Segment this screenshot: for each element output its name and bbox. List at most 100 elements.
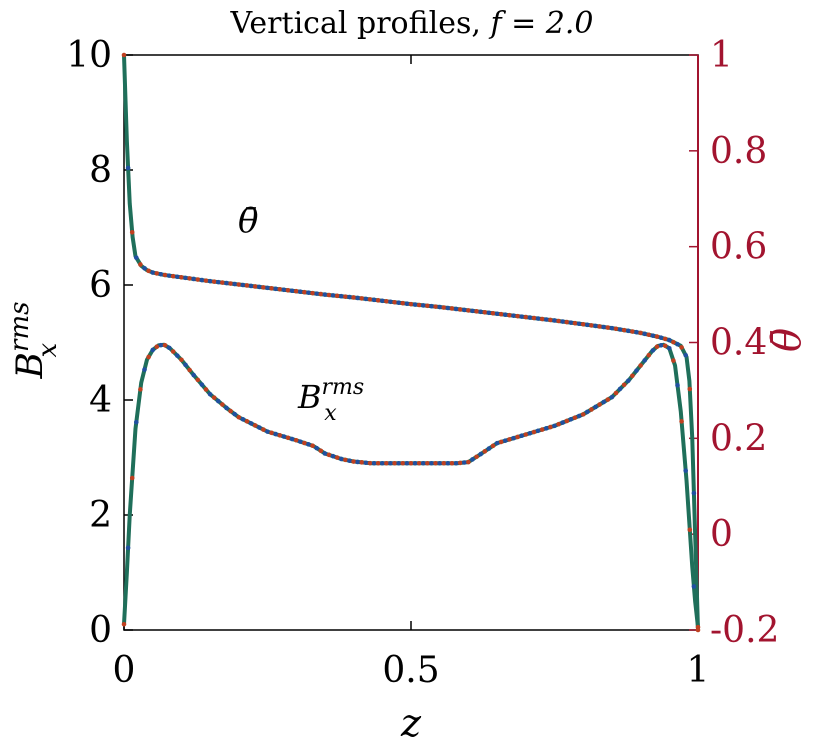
series-point-brms	[478, 451, 484, 457]
series-point-theta	[457, 307, 463, 312]
series-point-brms	[580, 412, 586, 417]
series-point-theta	[609, 325, 615, 331]
series-point-theta	[179, 275, 184, 280]
series-point-theta	[314, 291, 320, 296]
series-point-theta	[211, 279, 217, 284]
series-point-theta	[224, 280, 229, 286]
series-point-brms	[211, 395, 217, 400]
series-point-theta	[384, 298, 389, 304]
annotation-brms: Brms x	[297, 375, 364, 426]
series-point-brms	[269, 430, 274, 436]
y-label-base: B	[10, 352, 51, 379]
series-point-brms	[654, 344, 660, 349]
series-point-brms	[310, 443, 315, 449]
series-point-brms	[302, 440, 307, 446]
series-point-theta	[679, 345, 684, 350]
series-point-theta	[261, 285, 266, 290]
series-point-theta	[265, 285, 270, 291]
series-point-theta	[445, 305, 451, 311]
series-point-theta	[675, 341, 680, 347]
series-point-theta	[503, 312, 508, 318]
series-point-brms	[593, 404, 598, 410]
series-point-brms	[355, 459, 361, 465]
series-point-theta	[281, 287, 287, 293]
series-point-theta	[691, 490, 697, 496]
series-point-theta	[191, 276, 196, 282]
annotations: θ̄ Brms x	[238, 201, 364, 426]
series-point-brms	[650, 348, 656, 353]
series-point-theta	[162, 272, 168, 278]
series-point-brms	[437, 460, 443, 466]
series-point-theta	[462, 307, 467, 313]
series-point-theta	[388, 299, 393, 305]
series-point-theta	[318, 291, 324, 297]
series-point-brms	[675, 382, 680, 388]
series-point-brms	[289, 436, 295, 442]
series-point-theta	[617, 327, 623, 332]
series-point-theta	[269, 286, 274, 291]
series-point-theta	[416, 302, 422, 308]
series-point-theta	[425, 303, 430, 309]
series-point-brms	[494, 440, 500, 446]
series-point-theta	[589, 323, 594, 328]
series-point-theta	[642, 331, 647, 337]
series-point-theta	[507, 312, 512, 318]
series-point-brms	[142, 367, 147, 372]
series-point-theta	[658, 335, 664, 341]
series-point-theta	[252, 284, 258, 289]
y-left-tick-label: 6	[89, 265, 112, 306]
series-point-theta	[646, 332, 652, 338]
series-point-brms	[605, 397, 611, 402]
series-point-theta	[560, 319, 565, 324]
series-point-brms	[572, 415, 578, 420]
series-point-theta	[322, 292, 328, 297]
series-point-brms	[179, 357, 184, 363]
series-point-theta	[667, 337, 672, 343]
series-point-brms	[679, 419, 684, 424]
series-point-brms	[388, 460, 393, 466]
x-axis-ticks: 0 0.5 1	[113, 55, 709, 691]
series-point-brms	[609, 394, 615, 400]
y-left-tick-label: 4	[89, 380, 112, 421]
series-point-theta	[634, 329, 639, 335]
chart-title: Vertical profiles, f = 2.0	[230, 6, 594, 41]
series-point-theta	[138, 262, 143, 267]
series-point-brms	[228, 408, 233, 414]
series-point-theta	[585, 322, 590, 328]
series-point-brms	[470, 457, 475, 462]
series-point-brms	[671, 358, 676, 363]
series-point-brms	[367, 460, 373, 466]
series-point-theta	[216, 279, 221, 285]
y-right-tick-label: 0.6	[710, 227, 767, 268]
series-point-brms	[429, 460, 434, 466]
series-point-theta	[433, 304, 438, 309]
y-axis-right-label: θ̄	[764, 328, 810, 352]
series-point-brms	[330, 453, 336, 459]
series-point-brms	[482, 449, 488, 454]
series-point-theta	[486, 310, 492, 316]
series-point-brms	[380, 460, 385, 466]
series-point-theta	[289, 288, 295, 294]
x-tick-label: 0	[113, 650, 136, 691]
series-point-theta	[351, 295, 356, 300]
series-point-theta	[613, 326, 619, 332]
series-point-brms	[339, 456, 344, 462]
series-point-theta	[380, 298, 385, 304]
series-point-brms	[576, 413, 582, 419]
series-point-brms	[240, 417, 246, 422]
series-point-theta	[154, 271, 160, 276]
y-right-tick-label: 1	[710, 35, 733, 76]
series-point-theta	[408, 301, 414, 307]
series-point-theta	[146, 268, 151, 274]
series-point-brms	[462, 460, 467, 465]
series-point-brms	[490, 443, 496, 449]
series-point-theta	[334, 293, 340, 299]
series-point-brms	[474, 454, 479, 460]
series-point-theta	[556, 318, 561, 324]
y-label-sup: rms	[5, 302, 35, 352]
series-point-brms	[658, 342, 664, 348]
series-point-brms	[601, 399, 606, 405]
series-point-theta	[170, 273, 176, 279]
series-point-theta	[601, 324, 606, 330]
